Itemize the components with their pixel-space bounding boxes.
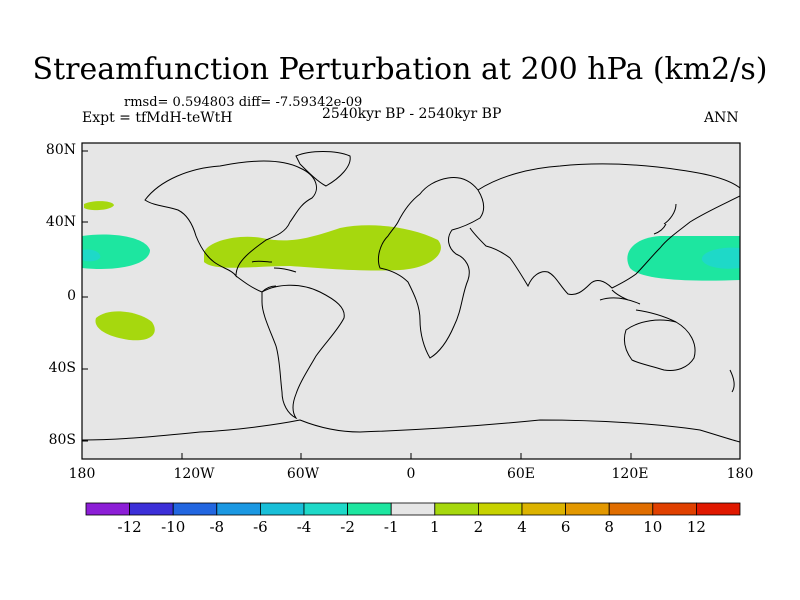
colorbar-label: 6 bbox=[560, 518, 571, 536]
colorbar-label: 1 bbox=[430, 518, 440, 536]
lat-label-40n: 40N bbox=[45, 214, 76, 230]
colorbar-swatch bbox=[608, 502, 654, 516]
experiment-label: Expt = tfMdH-teWtH bbox=[82, 110, 233, 126]
plot-title: Streamfunction Perturbation at 200 hPa (… bbox=[32, 52, 768, 87]
colorbar-swatch bbox=[521, 502, 566, 516]
colorbar-swatch bbox=[477, 502, 523, 516]
lon-label-180e: 180 bbox=[726, 466, 754, 482]
colorbar-swatch bbox=[172, 502, 218, 516]
colorbar-swatch bbox=[129, 502, 174, 516]
colorbar-swatch bbox=[85, 502, 130, 516]
anomaly-negative-nwpacific bbox=[627, 236, 740, 281]
period-label: 2540kyr BP - 2540kyr BP bbox=[322, 106, 502, 122]
anomaly-positive-npacific bbox=[84, 201, 114, 211]
lat-label-eq: 0 bbox=[67, 288, 76, 304]
lon-label-180w: 180 bbox=[68, 466, 96, 482]
coastline-australia bbox=[623, 319, 696, 371]
coastline-north-america bbox=[144, 160, 317, 278]
colorbar-swatch bbox=[652, 502, 697, 516]
coastline-new-zealand bbox=[729, 369, 735, 393]
colorbar-swatch bbox=[216, 502, 261, 516]
colorbar-swatch bbox=[434, 502, 479, 516]
coastline-asia bbox=[469, 163, 740, 295]
lat-label-40s: 40S bbox=[48, 360, 76, 376]
colorbar-label: -10 bbox=[161, 518, 186, 536]
lat-label-80n: 80N bbox=[45, 142, 76, 158]
anomaly-positive-spacific bbox=[95, 311, 155, 341]
colorbar-swatch bbox=[565, 502, 610, 516]
lon-label-60w: 60W bbox=[286, 466, 320, 482]
coastlines bbox=[82, 151, 740, 443]
anomaly-core-nwpacific bbox=[701, 247, 740, 269]
colorbar-label: 10 bbox=[643, 518, 663, 536]
lon-label-60e: 60E bbox=[506, 466, 536, 482]
colorbar-label: 2 bbox=[473, 518, 484, 536]
lat-label-80s: 80S bbox=[48, 432, 76, 448]
colorbar-label: 12 bbox=[686, 518, 706, 536]
colorbar-swatch bbox=[390, 502, 436, 516]
contour-fill bbox=[82, 201, 740, 341]
anomaly-positive-atlantic bbox=[204, 225, 441, 271]
colorbar-label: -4 bbox=[296, 518, 312, 536]
colorbar-label: 8 bbox=[604, 518, 614, 536]
colorbar-label: -8 bbox=[209, 518, 225, 536]
colorbar bbox=[85, 502, 741, 516]
colorbar-label: -12 bbox=[117, 518, 142, 536]
lon-label-0: 0 bbox=[406, 466, 416, 482]
coastline-europe-africa bbox=[377, 177, 485, 359]
coastline-sea-islands bbox=[599, 289, 677, 323]
coastline-south-america bbox=[261, 284, 345, 420]
colorbar-swatch bbox=[259, 502, 305, 516]
colorbar-swatch bbox=[696, 502, 741, 516]
lon-label-120w: 120W bbox=[173, 466, 215, 482]
colorbar-swatch bbox=[303, 502, 348, 516]
anomaly-negative-nepacific bbox=[82, 234, 150, 270]
coastline-greenland bbox=[295, 151, 351, 187]
coastline-antarctica bbox=[82, 419, 740, 443]
season-label: ANN bbox=[704, 110, 739, 126]
colorbar-label: -6 bbox=[253, 518, 268, 536]
map-background bbox=[82, 143, 740, 459]
stats-text: rmsd= 0.594803 diff= -7.59342e-09 bbox=[124, 95, 363, 110]
axis-ticks bbox=[82, 150, 632, 459]
anomaly-core-nepacific bbox=[82, 249, 101, 262]
colorbar-label: 4 bbox=[517, 518, 527, 536]
colorbar-label: -2 bbox=[340, 518, 355, 536]
colorbar-label: -1 bbox=[383, 518, 399, 536]
colorbar-swatch bbox=[347, 502, 392, 516]
coastline-japan bbox=[653, 203, 677, 235]
lon-label-120e: 120E bbox=[611, 466, 649, 482]
coastline-central-america bbox=[235, 260, 297, 293]
